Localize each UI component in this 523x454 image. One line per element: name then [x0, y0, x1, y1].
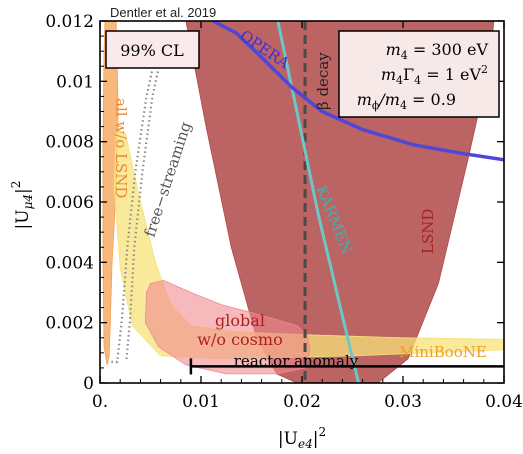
- opera-line: [212, 21, 504, 162]
- plot-overlay: [189, 21, 504, 383]
- y-tick-label: 0: [83, 374, 94, 394]
- x-tick-label: 0.: [92, 392, 108, 412]
- y-tick-label: 0.002: [45, 314, 94, 334]
- y-axis-label: |Uμ4|2: [9, 181, 35, 230]
- param-mphi-ratio: mϕ/m4 = 0.9: [357, 90, 456, 112]
- y-tick-label: 0.008: [45, 133, 94, 153]
- label-miniboone: MiniBooNE: [399, 343, 487, 361]
- confidence-label: 99% CL: [120, 41, 184, 60]
- x-tick-label: 0.01: [182, 392, 220, 412]
- x-tick-label: 0.04: [485, 392, 523, 412]
- confidence-box: [105, 30, 200, 69]
- x-tick-label: 0.02: [283, 392, 321, 412]
- y-tick-label: 0.004: [45, 253, 94, 273]
- y-tick-label: 0.012: [45, 12, 94, 32]
- label-lsnd: LSND: [419, 209, 437, 254]
- label-global-2: w/o cosmo: [197, 330, 282, 349]
- y-tick-label: 0.006: [45, 193, 94, 213]
- x-axis-label: |Ue4|2: [278, 425, 326, 451]
- x-tick-label: 0.03: [384, 392, 422, 412]
- params-box: [338, 30, 500, 118]
- y-tick-label: 0.01: [56, 72, 94, 92]
- axes: 0. 0.01 0.02 0.03 0.04 0 0.002 0.004 0.006 0.008 0…: [45, 12, 523, 412]
- label-reactor-anomaly: reactor anomaly: [234, 352, 359, 370]
- free-streaming-right-edge: [125, 44, 165, 362]
- citation-text: Dentler et al. 2019: [110, 5, 216, 20]
- label-all-wo-lsnd: all w/o LSND: [112, 98, 130, 198]
- region-global-wo-cosmo: [144, 279, 311, 375]
- label-beta-decay: β decay: [314, 52, 332, 110]
- param-m4-gamma: m4Γ4 = 1 eV2: [381, 63, 488, 87]
- param-m4: m4 = 300 eV: [386, 40, 489, 62]
- karmen-line: [276, 21, 361, 383]
- label-free-streaming: free−streaming: [141, 119, 195, 239]
- label-global-1: global: [215, 311, 265, 330]
- free-streaming-left-edge: [108, 44, 159, 363]
